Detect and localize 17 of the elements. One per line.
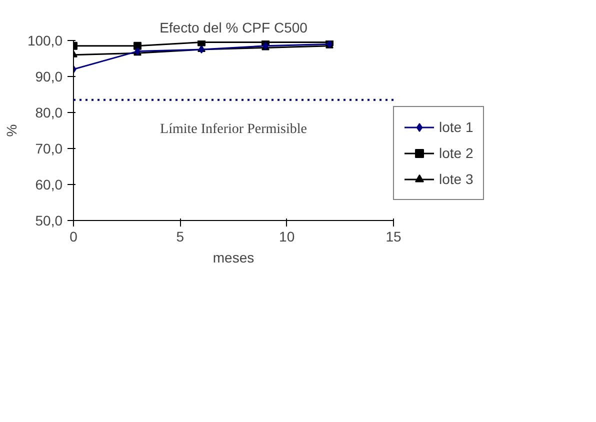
y-tick-label: 70,0 bbox=[35, 140, 63, 156]
x-axis-title: meses bbox=[212, 250, 254, 266]
x-tick-label: 0 bbox=[70, 228, 78, 244]
legend-label: lote 3 bbox=[439, 171, 474, 187]
y-tick-label: 80,0 bbox=[35, 104, 63, 120]
x-tick-label: 5 bbox=[176, 228, 184, 244]
x-tick-label: 15 bbox=[386, 228, 402, 244]
y-tick-label: 50,0 bbox=[35, 212, 63, 228]
y-tick-label: 60,0 bbox=[35, 176, 63, 192]
x-tick-label: 10 bbox=[279, 228, 295, 244]
chart-title: Efecto del % CPF C500 bbox=[160, 20, 308, 36]
legend-label: lote 2 bbox=[439, 145, 474, 161]
ref-line-label: Límite Inferior Permisible bbox=[160, 122, 307, 137]
y-axis-title: % bbox=[3, 124, 20, 137]
y-tick-label: 90,0 bbox=[35, 68, 63, 84]
legend-label: lote 1 bbox=[439, 119, 474, 135]
y-tick-label: 100,0 bbox=[27, 32, 63, 48]
